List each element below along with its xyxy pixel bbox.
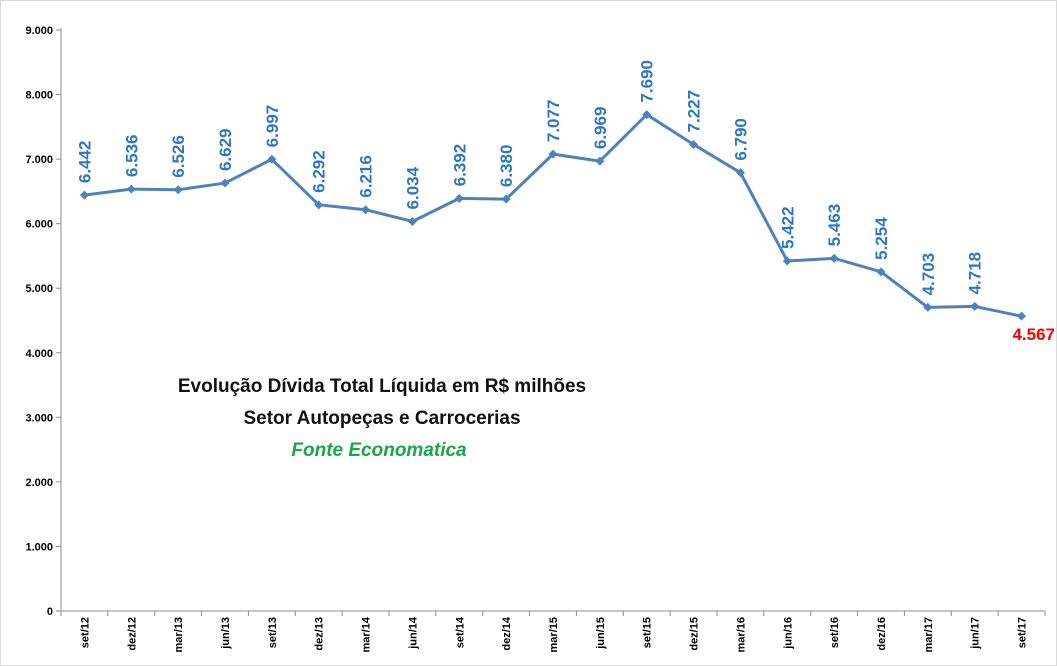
data-label: 5.463 bbox=[825, 204, 844, 247]
data-label: 7.077 bbox=[544, 100, 563, 143]
data-label: 6.969 bbox=[591, 107, 610, 150]
chart-subtitle: Setor Autopeças e Carrocerias bbox=[243, 408, 520, 429]
data-label: 4.703 bbox=[919, 253, 938, 296]
data-point-marker bbox=[126, 184, 136, 194]
y-tick-label: 8.000 bbox=[25, 90, 53, 102]
data-label: 7.690 bbox=[638, 60, 657, 103]
x-tick-label: mar/15 bbox=[548, 617, 560, 652]
chart-source: Fonte Economatica bbox=[291, 440, 467, 461]
data-point-marker bbox=[314, 200, 324, 210]
y-tick-label: 4.000 bbox=[25, 348, 53, 360]
x-tick-label: jun/17 bbox=[970, 617, 982, 650]
data-label: 6.536 bbox=[122, 135, 141, 178]
y-tick-label: 3.000 bbox=[25, 412, 53, 424]
x-tick-label: dez/16 bbox=[876, 617, 888, 651]
data-label: 4.718 bbox=[966, 252, 985, 295]
x-tick-label: mar/16 bbox=[735, 617, 747, 652]
y-axis: 0 1.000 2.000 3.000 4.000 5.000 6.000 7.000 8.00… bbox=[25, 25, 62, 618]
data-point-marker bbox=[642, 110, 652, 120]
data-label: 6.380 bbox=[497, 145, 516, 188]
data-point-marker bbox=[407, 216, 417, 226]
x-tick-label: dez/14 bbox=[501, 616, 513, 651]
y-tick-label: 1.000 bbox=[25, 541, 53, 553]
x-tick-label: mar/14 bbox=[361, 616, 373, 652]
data-point-marker bbox=[782, 256, 792, 266]
x-tick-label: set/14 bbox=[454, 616, 466, 648]
data-point-marker bbox=[220, 178, 230, 188]
x-tick-label: mar/13 bbox=[173, 617, 185, 652]
x-tick-label: jun/13 bbox=[220, 617, 232, 650]
data-point-marker bbox=[735, 168, 745, 178]
data-label: 6.292 bbox=[310, 150, 329, 193]
data-point-marker bbox=[173, 185, 183, 195]
x-tick-label: set/16 bbox=[829, 617, 841, 648]
x-tick-label: jun/14 bbox=[407, 616, 419, 650]
data-point-marker bbox=[361, 205, 371, 215]
chart-title: Evolução Dívida Total Líquida em R$ milh… bbox=[178, 376, 586, 397]
data-label: 5.422 bbox=[778, 206, 797, 249]
x-tick-label: set/15 bbox=[642, 617, 654, 648]
data-point-marker bbox=[267, 154, 277, 164]
y-tick-label: 9.000 bbox=[25, 25, 53, 37]
data-point-marker bbox=[1017, 311, 1027, 321]
data-label-last: 4.567 bbox=[1012, 325, 1055, 344]
data-point-marker bbox=[454, 193, 464, 203]
data-point-marker bbox=[79, 190, 89, 200]
y-tick-label: 6.000 bbox=[25, 219, 53, 231]
data-label: 6.629 bbox=[216, 129, 235, 172]
data-point-marker bbox=[548, 149, 558, 159]
x-tick-label: jun/15 bbox=[595, 617, 607, 650]
x-tick-label: dez/15 bbox=[689, 617, 701, 651]
data-label: 6.216 bbox=[357, 155, 376, 198]
x-tick-label: dez/13 bbox=[314, 617, 326, 651]
data-label: 6.997 bbox=[263, 105, 282, 148]
y-tick-label: 7.000 bbox=[25, 154, 53, 166]
data-point-marker bbox=[923, 302, 933, 312]
data-label: 6.526 bbox=[169, 135, 188, 178]
chart-title-block: Evolução Dívida Total Líquida em R$ milh… bbox=[178, 376, 586, 461]
x-axis: set/12 dez/12 mar/13 jun/13 set/13 dez/13 mar/… bbox=[60, 610, 1046, 652]
x-tick-label: dez/12 bbox=[126, 617, 138, 651]
data-label: 6.790 bbox=[731, 118, 750, 161]
x-tick-label: set/12 bbox=[79, 617, 91, 648]
data-point-marker bbox=[876, 267, 886, 277]
y-tick-label: 5.000 bbox=[25, 283, 53, 295]
data-label: 6.442 bbox=[75, 141, 94, 184]
data-labels: 6.442 6.536 6.526 6.629 6.997 6.292 6.216 6.034… bbox=[75, 60, 1055, 344]
data-point-marker bbox=[689, 139, 699, 149]
y-tick-label: 2.000 bbox=[25, 477, 53, 489]
data-label: 7.227 bbox=[685, 90, 704, 133]
data-point-marker bbox=[829, 253, 839, 263]
data-label: 5.254 bbox=[872, 217, 891, 260]
x-tick-label: mar/17 bbox=[923, 617, 935, 652]
data-label: 6.392 bbox=[450, 144, 469, 187]
x-tick-label: set/13 bbox=[267, 617, 279, 648]
data-point-marker bbox=[595, 156, 605, 166]
data-label: 6.034 bbox=[403, 166, 422, 209]
x-tick-label: jun/16 bbox=[782, 617, 794, 650]
x-tick-label: set/17 bbox=[1017, 617, 1029, 648]
series-divida-liquida bbox=[79, 110, 1027, 321]
data-point-marker bbox=[970, 301, 980, 311]
y-tick-label: 0 bbox=[47, 606, 53, 618]
data-point-marker bbox=[501, 194, 511, 204]
